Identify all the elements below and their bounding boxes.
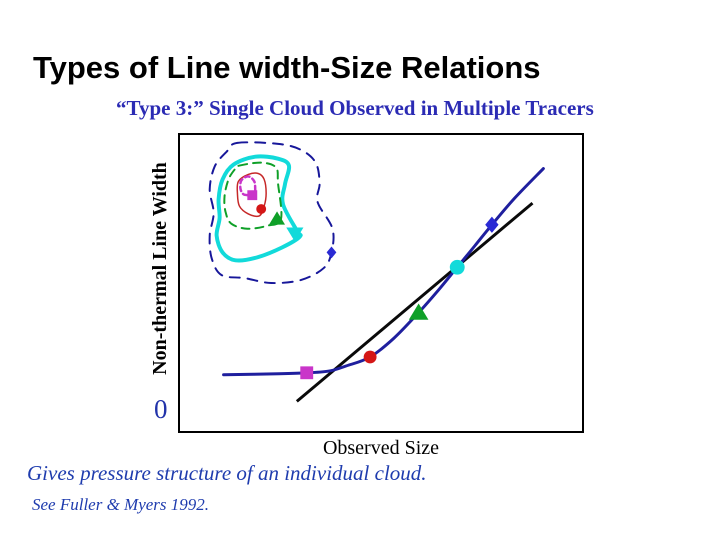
y-axis-label: Non-thermal Line Width <box>148 161 171 375</box>
inset-contour-green <box>223 161 283 230</box>
linewidth-size-curve <box>222 167 545 377</box>
plot-area <box>178 133 584 433</box>
plot-marker-green-triangle <box>408 303 429 320</box>
x-axis-label: Observed Size <box>322 437 440 459</box>
slide-subtitle: “Type 3:” Single Cloud Observed in Multi… <box>116 96 594 120</box>
footer-caption: Gives pressure structure of an individua… <box>27 461 427 485</box>
inset-contour-magenta <box>239 175 257 197</box>
inset-contour-red <box>236 172 267 218</box>
y-axis-origin-label: 0 <box>154 394 168 424</box>
slide-title: Types of Line width-Size Relations <box>33 50 541 85</box>
inset-contour-outer-navy <box>208 141 335 285</box>
footer-citation: See Fuller & Myers 1992. <box>32 495 210 514</box>
linewidth-size-chart <box>208 141 545 403</box>
plot-marker-blue-diamond <box>485 216 499 233</box>
inset-contour-cyan <box>214 154 303 263</box>
inset-marker-magenta-square <box>247 190 258 201</box>
y-axis-label-wrap: Non-thermal Line Width <box>146 118 174 418</box>
plot-marker-cyan-tracer <box>449 259 465 275</box>
inset-marker-blue-diamond <box>326 246 337 259</box>
plot-marker-red-circle <box>363 350 377 364</box>
inset-marker-cyan-tracer <box>286 227 304 242</box>
plot-marker-magenta-square <box>300 366 314 380</box>
inset-marker-green-triangle <box>269 211 286 225</box>
inset-marker-red-circle <box>256 204 267 214</box>
